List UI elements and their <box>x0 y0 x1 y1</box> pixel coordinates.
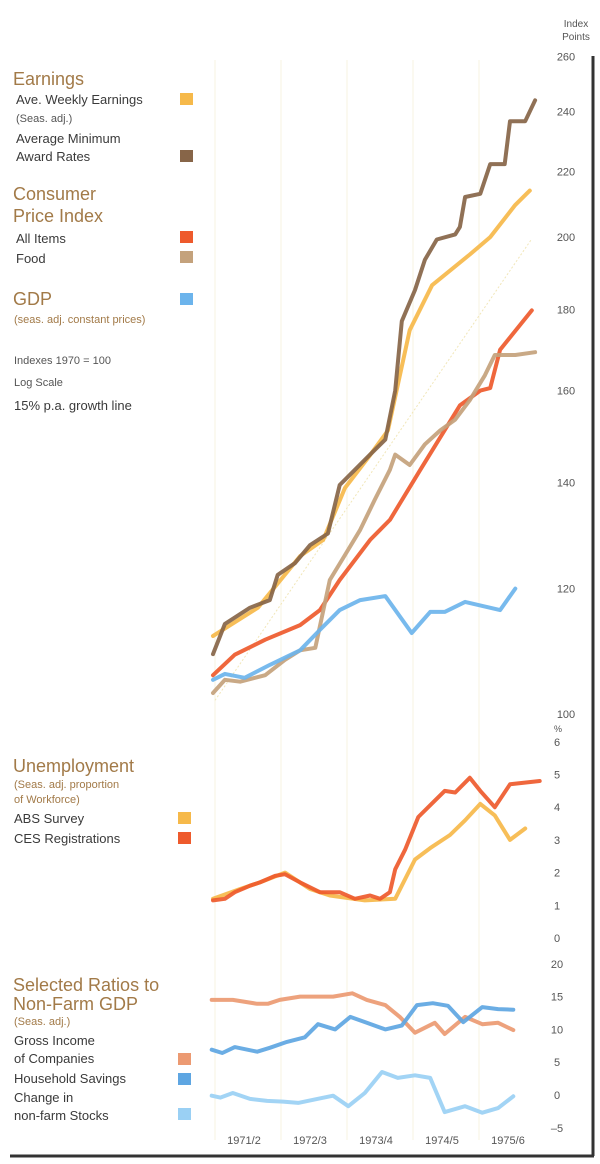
y-tick-label: 1 <box>554 900 560 912</box>
swatch-food <box>180 251 193 263</box>
legend-label-stocks-1: Change in <box>14 1090 73 1105</box>
gdp-heading: GDP <box>13 289 52 309</box>
swatch-all-items <box>180 231 193 243</box>
earnings-heading: Earnings <box>13 69 84 89</box>
legend-note-seas-adj: (Seas. adj.) <box>16 113 72 125</box>
swatch-gdp <box>180 293 193 305</box>
series-line-average-minimum-award-rates <box>211 98 538 657</box>
gdp-subheading: (seas. adj. constant prices) <box>14 314 145 326</box>
series-line-ave-weekly-earnings <box>211 188 532 638</box>
year-gridlines <box>214 60 480 1140</box>
y-tick-label: 0 <box>554 933 560 945</box>
y-tick-label: 140 <box>557 478 575 490</box>
series-line-abs-survey <box>211 801 528 903</box>
y-tick-label: 20 <box>551 959 563 971</box>
y-tick-label: 220 <box>557 167 575 179</box>
y-tick-label: 200 <box>557 232 575 244</box>
swatch-weekly-earnings <box>180 93 193 105</box>
y-tick-label: 120 <box>557 584 575 596</box>
y-tick-label: 240 <box>557 107 575 119</box>
legend-label-gross-income-2: of Companies <box>14 1051 95 1066</box>
legend-label-award-rates-2: Award Rates <box>16 149 91 164</box>
note-growth-line: 15% p.a. growth line <box>14 398 132 413</box>
legend-label-abs-survey: ABS Survey <box>14 811 85 826</box>
legend-label-ces-registrations: CES Registrations <box>14 831 121 846</box>
swatch-award-rates <box>180 150 193 162</box>
series-line-ces-registrations <box>211 775 542 903</box>
y-tick-label: 260 <box>557 52 575 64</box>
y-tick-label: 160 <box>557 386 575 398</box>
legend-label-weekly-earnings: Ave. Weekly Earnings <box>16 92 143 107</box>
series-line-gross-income-of-companies <box>209 991 516 1036</box>
x-tick-label: 1972/3 <box>293 1135 327 1147</box>
y-tick-label: 15 <box>551 992 563 1004</box>
ratios-legend: Selected Ratios to Non-Farm GDP (Seas. a… <box>13 975 191 1123</box>
series-line-change-in-non-farm-stocks <box>209 1070 516 1115</box>
plot-area: 2602402202001801601401201006543210201510… <box>209 52 575 1147</box>
unemployment-legend: Unemployment (Seas. adj. proportion of W… <box>13 756 191 846</box>
swatch-household-savings <box>178 1073 191 1085</box>
y-tick-label: –5 <box>551 1123 563 1135</box>
growth-line-15pct <box>214 238 533 701</box>
series-line-household-savings <box>209 1001 516 1055</box>
series-line-gdp <box>211 586 518 682</box>
legend-label-stocks-2: non-farm Stocks <box>14 1108 109 1123</box>
note-index-base: Indexes 1970 = 100 <box>14 355 111 367</box>
y-tick-label: 180 <box>557 305 575 317</box>
legend-label-award-rates-1: Average Minimum <box>16 131 121 146</box>
series-line-all-items <box>211 308 534 678</box>
unemployment-subheading-1: (Seas. adj. proportion <box>14 779 119 791</box>
legend-label-household-savings: Household Savings <box>14 1071 127 1086</box>
x-tick-label: 1971/2 <box>227 1135 261 1147</box>
y-tick-label: 5 <box>554 1057 560 1069</box>
unemployment-heading: Unemployment <box>13 756 134 776</box>
axis-unit-percent: % <box>554 724 562 734</box>
unemployment-subheading-2: of Workforce) <box>14 794 80 806</box>
y-tick-label: 2 <box>554 868 560 880</box>
axis-title-points: Points <box>562 32 590 43</box>
swatch-gross-income <box>178 1053 191 1065</box>
legend-label-all-items: All Items <box>16 231 66 246</box>
legend-label-food: Food <box>16 251 46 266</box>
y-tick-label: 100 <box>557 709 575 721</box>
note-log-scale: Log Scale <box>14 377 63 389</box>
x-tick-label: 1973/4 <box>359 1135 393 1147</box>
ratios-heading-1: Selected Ratios to <box>13 975 159 995</box>
swatch-abs-survey <box>178 812 191 824</box>
ratios-subheading: (Seas. adj.) <box>14 1016 70 1028</box>
axis-title-index: Index <box>564 19 588 30</box>
swatch-ces-registrations <box>178 832 191 844</box>
swatch-stocks <box>178 1108 191 1120</box>
y-tick-label: 3 <box>554 835 560 847</box>
cpi-heading-2: Price Index <box>13 206 103 226</box>
ratios-heading-2: Non-Farm GDP <box>13 994 138 1014</box>
y-tick-label: 10 <box>551 1024 563 1036</box>
cpi-heading-1: Consumer <box>13 184 96 204</box>
legend-label-gross-income-1: Gross Income <box>14 1033 95 1048</box>
index-panel-legend: Earnings Ave. Weekly Earnings (Seas. adj… <box>13 69 193 413</box>
y-tick-label: 6 <box>554 737 560 749</box>
y-tick-label: 5 <box>554 770 560 782</box>
x-tick-label: 1975/6 <box>491 1135 525 1147</box>
x-tick-label: 1974/5 <box>425 1135 459 1147</box>
series-line-food <box>211 350 538 695</box>
y-tick-label: 4 <box>554 802 560 814</box>
y-tick-label: 0 <box>554 1090 560 1102</box>
